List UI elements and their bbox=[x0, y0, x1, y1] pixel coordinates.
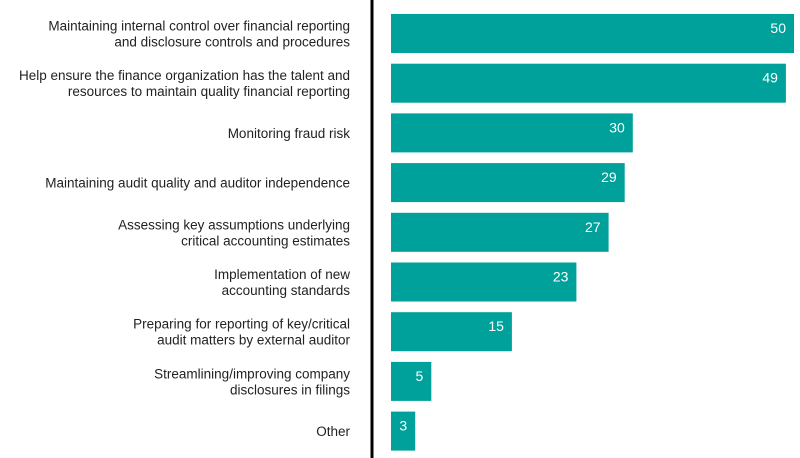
bar-3 bbox=[391, 163, 625, 203]
bar-7 bbox=[391, 361, 432, 401]
category-label-2-line-0: Monitoring fraud risk bbox=[228, 126, 351, 141]
category-label-7: Streamlining/improving company disclosure… bbox=[154, 366, 350, 397]
value-label-5: 23 bbox=[553, 269, 569, 285]
value-label-0: 50 bbox=[770, 20, 786, 36]
value-label-1: 49 bbox=[762, 70, 778, 86]
category-label-8: Other bbox=[316, 424, 350, 439]
value-label-8: 3 bbox=[399, 418, 407, 434]
category-label-5: Implementation of new accounting standard… bbox=[214, 267, 350, 298]
category-label-8-line-0: Other bbox=[316, 424, 350, 439]
category-label-4-line-0: Assessing key assumptions underlying bbox=[118, 217, 350, 232]
category-label-5-line-0: Implementation of new bbox=[214, 267, 350, 282]
bar-1 bbox=[391, 63, 786, 103]
bar-8 bbox=[391, 411, 416, 451]
bar-2 bbox=[391, 113, 633, 153]
category-label-6: Preparing for reporting of key/critical a… bbox=[133, 317, 350, 348]
bar-0 bbox=[391, 14, 794, 53]
category-label-3-line-0: Maintaining audit quality and auditor in… bbox=[45, 176, 350, 191]
category-label-3: Maintaining audit quality and auditor in… bbox=[45, 176, 350, 191]
category-label-1: Help ensure the finance organization has… bbox=[19, 68, 350, 99]
category-label-7-line-1: disclosures in filings bbox=[230, 382, 350, 397]
value-label-6: 15 bbox=[488, 318, 504, 334]
category-label-0-line-0: Maintaining internal control over financ… bbox=[48, 19, 350, 34]
category-label-1-line-0: Help ensure the finance organization has… bbox=[19, 68, 350, 83]
category-label-1-line-1: resources to maintain quality financial … bbox=[68, 84, 350, 99]
bar-5 bbox=[391, 262, 577, 302]
value-label-3: 29 bbox=[601, 169, 617, 185]
bar-6 bbox=[391, 312, 512, 352]
category-label-4: Assessing key assumptions underlying crit… bbox=[118, 217, 350, 248]
value-label-7: 5 bbox=[416, 368, 424, 384]
category-label-2: Monitoring fraud risk bbox=[228, 126, 351, 141]
category-label-5-line-1: accounting standards bbox=[222, 283, 351, 298]
value-label-2: 30 bbox=[609, 119, 625, 135]
category-label-0: Maintaining internal control over financ… bbox=[48, 19, 350, 50]
bar-4 bbox=[391, 212, 609, 252]
value-label-4: 27 bbox=[585, 219, 601, 235]
category-label-0-line-1: and disclosure controls and procedures bbox=[114, 35, 350, 50]
category-label-7-line-0: Streamlining/improving company bbox=[154, 366, 350, 381]
category-label-4-line-1: critical accounting estimates bbox=[181, 233, 350, 248]
category-label-6-line-1: audit matters by external auditor bbox=[157, 333, 350, 348]
category-label-6-line-0: Preparing for reporting of key/critical bbox=[133, 317, 350, 332]
